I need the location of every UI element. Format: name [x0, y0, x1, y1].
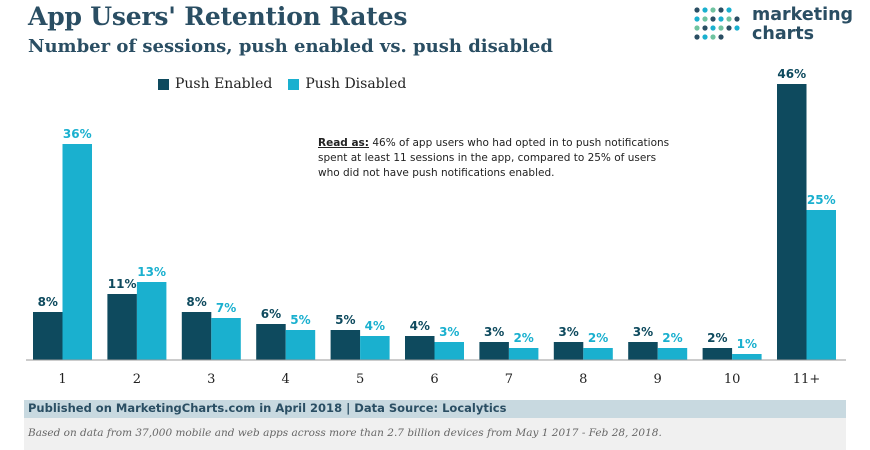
bar-push-disabled: [360, 336, 390, 360]
data-label-push-disabled: 36%: [63, 127, 92, 141]
bar-push-enabled: [107, 294, 137, 360]
x-tick-label: 7: [505, 372, 513, 387]
logo-dot: [726, 25, 732, 31]
logo-dot: [694, 25, 700, 31]
x-tick-label: 9: [654, 372, 662, 387]
logo-dot: [734, 25, 740, 31]
logo-dot: [694, 34, 700, 40]
data-label-push-enabled: 6%: [261, 307, 281, 321]
bar-push-enabled: [777, 84, 807, 360]
data-label-push-enabled: 5%: [335, 313, 355, 327]
bar-push-disabled: [211, 318, 241, 360]
legend-item-enabled: Push Enabled: [158, 76, 272, 92]
logo-dot: [702, 16, 708, 22]
chart-subtitle: Number of sessions, push enabled vs. pus…: [28, 36, 553, 57]
bar-push-disabled: [508, 348, 539, 360]
data-label-push-disabled: 3%: [439, 325, 459, 339]
logo-dot: [710, 16, 716, 22]
data-label-push-disabled: 2%: [588, 331, 608, 345]
legend-item-disabled: Push Disabled: [288, 76, 406, 92]
data-label-push-enabled: 3%: [484, 325, 504, 339]
bar-push-enabled: [181, 312, 212, 360]
bar-push-enabled: [628, 342, 658, 360]
logo-dot: [702, 7, 708, 13]
legend-label-enabled: Push Enabled: [175, 76, 273, 92]
data-label-push-enabled: 8%: [186, 295, 206, 309]
bar-push-disabled: [62, 144, 92, 360]
data-label-push-enabled: 2%: [707, 331, 727, 345]
data-label-push-enabled: 3%: [558, 325, 578, 339]
logo-dot: [710, 34, 716, 40]
logo-dot: [718, 34, 724, 40]
read-as-label: Read as:: [318, 137, 369, 149]
bar-push-disabled: [136, 282, 167, 360]
bar-push-disabled: [657, 348, 688, 360]
logo-dot: [694, 7, 700, 13]
x-tick-label: 3: [207, 372, 215, 387]
footer-bar: Published on MarketingCharts.com in Apri…: [24, 400, 846, 418]
legend-swatch-enabled: [158, 78, 169, 90]
x-tick-label: 1: [58, 372, 66, 387]
logo-dot: [702, 25, 708, 31]
bar-push-disabled: [806, 210, 836, 360]
dot-grid-icon: [694, 7, 740, 40]
data-label-push-disabled: 4%: [365, 319, 385, 333]
x-tick-label: 6: [430, 372, 438, 387]
logo-dot: [734, 16, 740, 22]
data-label-push-enabled: 3%: [633, 325, 653, 339]
data-label-push-disabled: 2%: [513, 331, 533, 345]
data-label-push-disabled: 2%: [662, 331, 682, 345]
logo-dot: [726, 16, 732, 22]
bar-push-disabled: [732, 354, 762, 360]
data-label-push-enabled: 11%: [108, 277, 137, 291]
bar-push-enabled: [330, 330, 361, 360]
x-tick-label: 4: [282, 372, 290, 387]
data-label-push-disabled: 25%: [807, 193, 836, 207]
data-label-push-disabled: 7%: [216, 301, 236, 315]
bar-push-disabled: [434, 342, 464, 360]
logo-dot: [702, 34, 708, 40]
legend: Push Enabled Push Disabled: [158, 76, 406, 92]
data-label-push-enabled: 46%: [777, 67, 806, 81]
logo-dot: [718, 7, 724, 13]
x-tick-label: 8: [579, 372, 587, 387]
x-tick-label: 11+: [793, 372, 820, 387]
data-label-push-enabled: 8%: [38, 295, 58, 309]
logo-line1: marketing: [752, 5, 854, 25]
logo-dot: [718, 16, 724, 22]
logo-line2: charts: [752, 24, 815, 44]
caption-bar: Based on data from 37,000 mobile and web…: [24, 418, 846, 450]
data-label-push-enabled: 4%: [410, 319, 430, 333]
x-tick-label: 10: [724, 372, 741, 387]
legend-label-disabled: Push Disabled: [305, 76, 407, 92]
data-label-push-disabled: 1%: [737, 337, 757, 351]
x-tick-label: 2: [133, 372, 141, 387]
bar-push-enabled: [479, 342, 509, 360]
footer-published: Published on MarketingCharts.com in Apri…: [28, 401, 507, 415]
logo-dot: [710, 25, 716, 31]
data-label-push-disabled: 5%: [290, 313, 310, 327]
bar-push-enabled: [702, 348, 733, 360]
bar-push-enabled: [256, 324, 286, 360]
bar-push-enabled: [405, 336, 435, 360]
logo-dot: [726, 7, 732, 13]
data-label-push-disabled: 13%: [137, 265, 166, 279]
legend-swatch-disabled: [288, 78, 300, 90]
logo-dot: [710, 7, 716, 13]
read-as-note: Read as: 46% of app users who had opted …: [318, 136, 673, 181]
chart-title: App Users' Retention Rates: [28, 2, 408, 31]
bar-push-enabled: [33, 312, 63, 360]
x-tick-label: 5: [356, 372, 364, 387]
logo-dot: [694, 16, 700, 22]
footer-caption: Based on data from 37,000 mobile and web…: [28, 427, 662, 439]
read-as-text: 46% of app users who had opted in to pus…: [318, 137, 670, 179]
logo-wordmark: marketing charts: [752, 6, 853, 44]
logo-dot: [718, 25, 724, 31]
bar-push-enabled: [553, 342, 584, 360]
bar-push-disabled: [583, 348, 613, 360]
bar-push-disabled: [285, 330, 316, 360]
bar-chart: 8%36%111%13%28% 7%36% 5%45% 4%54% 3%63% 2%73%…: [26, 67, 846, 387]
